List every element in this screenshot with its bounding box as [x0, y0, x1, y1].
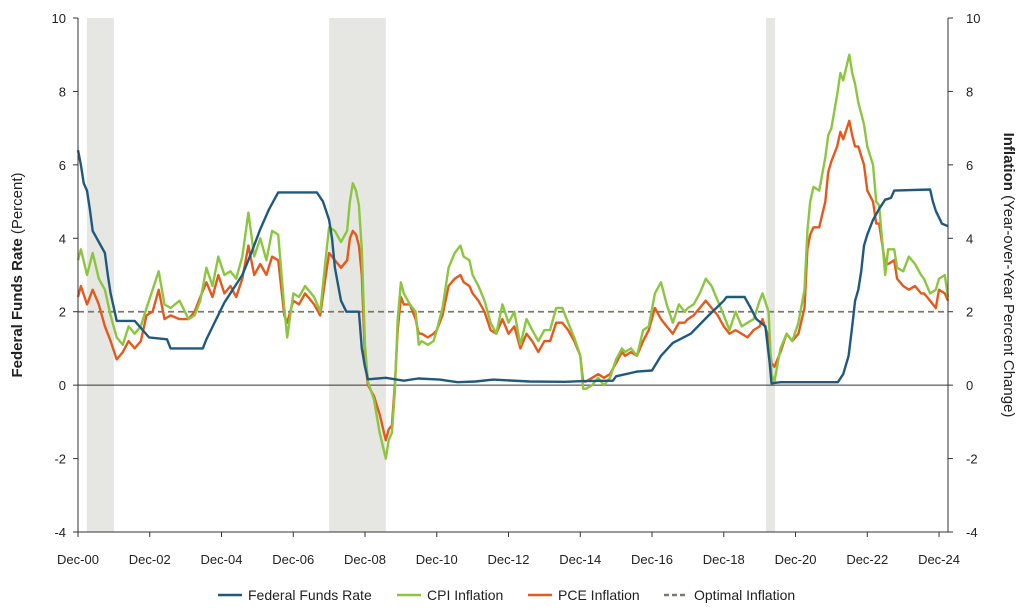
x-tick-label: Dec-22: [846, 552, 888, 567]
left-tick-label: 0: [59, 378, 66, 393]
right-tick-label: -2: [966, 452, 978, 467]
right-tick-label: 6: [966, 158, 973, 173]
left-tick-label: -2: [54, 452, 66, 467]
legend-label-opt: Optimal Inflation: [694, 587, 795, 603]
left-axis-title: Federal Funds Rate (Percent): [9, 172, 26, 377]
legend-label-fed: Federal Funds Rate: [248, 587, 372, 603]
left-tick-label: -4: [54, 525, 66, 540]
legend-label-pce: PCE Inflation: [558, 587, 640, 603]
left-tick-label: 10: [52, 11, 66, 26]
left-tick-label: 4: [59, 231, 66, 246]
axes: [77, 18, 949, 533]
right-axis-title: Inflation (Year-over-Year Percent Change…: [1000, 133, 1017, 418]
recession-bands: [86, 18, 776, 532]
x-tick-label: Dec-16: [631, 552, 673, 567]
x-tick-label: Dec-02: [129, 552, 171, 567]
left-tick-label: 2: [59, 305, 66, 320]
left-axis-title-rest: (Percent): [9, 172, 26, 238]
right-axis-title-rest: (Year-over-Year Percent Change): [1000, 191, 1017, 418]
recession-band: [766, 18, 776, 532]
x-tick-label: Dec-06: [272, 552, 314, 567]
recession-band: [329, 18, 386, 532]
right-tick-label: 4: [966, 231, 973, 246]
right-tick-label: -4: [966, 525, 978, 540]
right-tick-label: 0: [966, 378, 973, 393]
right-axis-title-bold: Inflation: [1000, 133, 1017, 191]
x-tick-label: Dec-08: [344, 552, 386, 567]
left-axis-title-bold: Federal Funds Rate: [9, 238, 26, 377]
x-tick-label: Dec-00: [57, 552, 99, 567]
pce-inflation-line: [76, 119, 950, 442]
x-tick-label: Dec-18: [703, 552, 745, 567]
cpi-inflation-line: [76, 53, 950, 460]
legend: Federal Funds Rate CPI Inflation PCE Infla…: [218, 587, 795, 603]
x-tick-label: Dec-14: [559, 552, 601, 567]
right-tick-label: 10: [966, 11, 980, 26]
right-tick-label: 2: [966, 305, 973, 320]
federal-funds-rate-line: [76, 149, 949, 385]
x-tick-label: Dec-12: [488, 552, 530, 567]
right-tick-label: 8: [966, 84, 973, 99]
legend-label-cpi: CPI Inflation: [427, 587, 503, 603]
x-tick-label: Dec-20: [775, 552, 817, 567]
series-lines: [76, 53, 950, 460]
x-tick-label: Dec-10: [416, 552, 458, 567]
x-tick-label: Dec-24: [918, 552, 960, 567]
left-tick-label: 8: [59, 84, 66, 99]
left-tick-label: 6: [59, 158, 66, 173]
x-tick-label: Dec-04: [201, 552, 243, 567]
tick-labels: -4 -2 0 2 4 6 8 10 -4 -2 0 2 4 6 8 10 Dec-00 Dec-02 Dec-04…: [52, 11, 981, 567]
recession-band: [86, 18, 114, 532]
